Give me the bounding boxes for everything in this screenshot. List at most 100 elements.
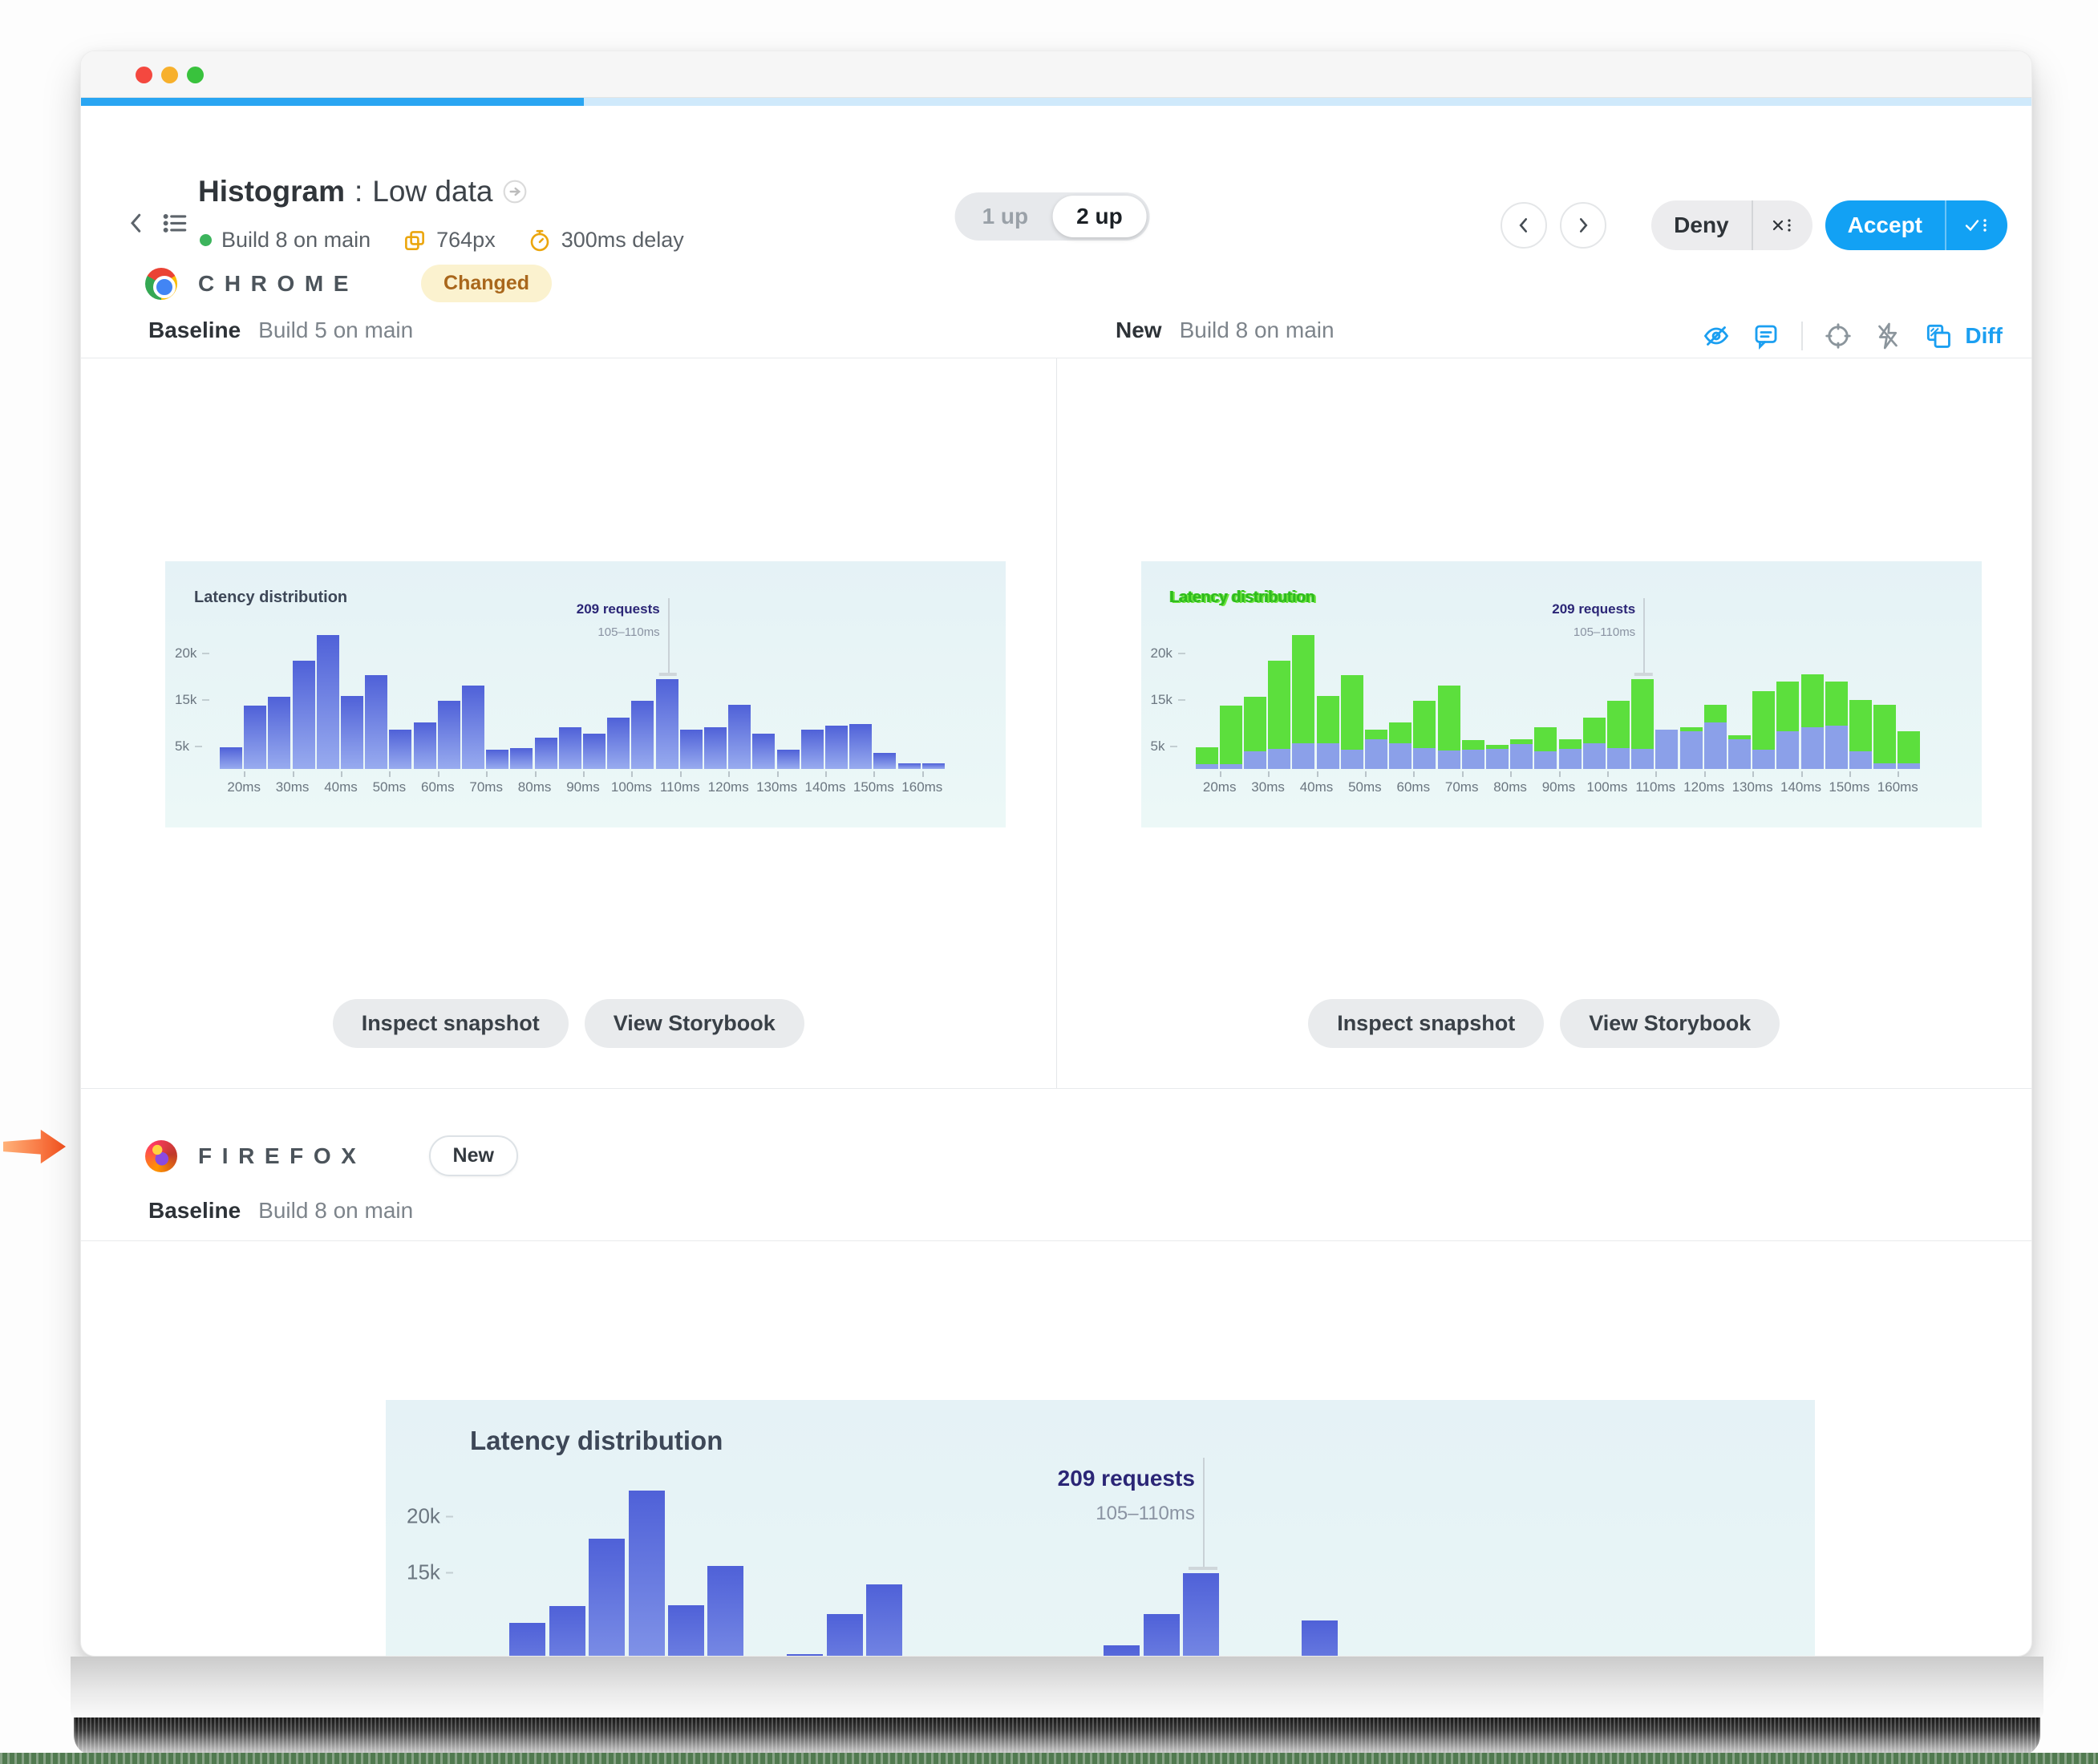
histogram-bar bbox=[1558, 739, 1582, 769]
histogram-bar bbox=[1437, 685, 1460, 769]
accept-batch-menu-button[interactable] bbox=[1946, 200, 2007, 250]
histogram-bar bbox=[728, 704, 751, 769]
x-axis-label: 140ms bbox=[804, 779, 846, 795]
x-axis-tick bbox=[631, 771, 634, 777]
app-window: Histogram : Low data Build 8 on main 764… bbox=[80, 51, 2032, 1657]
x-axis-label: 40ms bbox=[324, 779, 358, 795]
delay-setting[interactable]: 300ms delay bbox=[528, 228, 684, 253]
x-axis-label: 130ms bbox=[756, 779, 798, 795]
x-axis-label: 140ms bbox=[1780, 779, 1822, 795]
annotation-cap bbox=[1188, 1567, 1217, 1571]
page-title: Histogram : Low data bbox=[198, 175, 528, 208]
firefox-baseline-snapshot-image[interactable]: Latency distribution15k20k20ms30ms40ms50… bbox=[386, 1400, 1815, 1656]
diff-toggle-label[interactable]: Diff bbox=[1965, 323, 2003, 348]
minimize-window-button[interactable] bbox=[161, 67, 178, 83]
histogram-bar bbox=[787, 1654, 824, 1656]
previous-change-button[interactable] bbox=[1501, 202, 1548, 249]
annotation-line bbox=[1202, 1458, 1205, 1568]
histogram-bar bbox=[1631, 679, 1655, 769]
histogram-bar bbox=[244, 706, 267, 769]
new-actions: Inspect snapshot View Storybook bbox=[1057, 999, 2032, 1048]
x-axis-tick bbox=[389, 771, 391, 777]
baseline-actions: Inspect snapshot View Storybook bbox=[81, 999, 1056, 1048]
histogram-bar bbox=[1898, 730, 1921, 769]
x-axis-tick bbox=[486, 771, 488, 777]
histogram-bar bbox=[292, 661, 315, 769]
view-storybook-button[interactable]: View Storybook bbox=[584, 999, 804, 1048]
comment-icon[interactable] bbox=[1752, 322, 1780, 350]
x-axis-label: 110ms bbox=[1635, 779, 1676, 795]
histogram-bar bbox=[1510, 739, 1533, 769]
inspect-snapshot-button[interactable]: Inspect snapshot bbox=[332, 999, 569, 1048]
close-window-button[interactable] bbox=[136, 67, 152, 83]
x-axis-tick bbox=[1219, 771, 1221, 777]
back-chevron-icon[interactable] bbox=[124, 208, 148, 236]
histogram-bar bbox=[534, 738, 557, 769]
histogram-bar bbox=[826, 1613, 863, 1656]
x-axis-label: 40ms bbox=[1299, 779, 1334, 795]
histogram-bar bbox=[268, 697, 291, 769]
zoom-window-button[interactable] bbox=[187, 67, 204, 83]
deny-batch-menu-button[interactable] bbox=[1753, 200, 1812, 250]
x-axis-tick bbox=[1703, 771, 1706, 777]
x-axis-label: 90ms bbox=[566, 779, 600, 795]
x-axis-label: 60ms bbox=[1396, 779, 1431, 795]
baseline-snapshot-image[interactable]: Latency distribution 5k 15k 20k 20ms 30ms 40ms… bbox=[165, 561, 1006, 827]
toggle-2up[interactable]: 2 up bbox=[1052, 196, 1147, 237]
histogram-bar bbox=[668, 1604, 704, 1656]
focus-crosshair-icon[interactable] bbox=[1824, 322, 1853, 350]
histogram-bar bbox=[589, 1539, 626, 1656]
x-axis-label: 90ms bbox=[1541, 779, 1576, 795]
histogram-bar bbox=[1727, 735, 1751, 769]
annotation-cap bbox=[658, 673, 677, 677]
histogram-bar bbox=[1340, 675, 1363, 769]
diff-icon[interactable] bbox=[1923, 321, 1954, 351]
firefox-baseline-header: Baseline Build 8 on main bbox=[148, 1198, 414, 1223]
new-snapshot-diff-image[interactable]: Latency distribution 5k 15k 20k 20ms 30ms 40ms… bbox=[1140, 561, 1982, 827]
x-axis-label: 20ms bbox=[1202, 779, 1237, 795]
histogram-bar bbox=[437, 701, 460, 769]
histogram-bar bbox=[607, 718, 630, 769]
accept-button[interactable]: Accept bbox=[1847, 212, 1922, 237]
x-axis-tick bbox=[292, 771, 294, 777]
x-axis-tick bbox=[679, 771, 682, 777]
histogram-bar bbox=[776, 750, 800, 769]
histogram-bar bbox=[1219, 706, 1242, 769]
x-axis-label: 60ms bbox=[421, 779, 455, 795]
x-axis-tick bbox=[1268, 771, 1270, 777]
histogram-bar bbox=[1302, 1620, 1339, 1656]
go-to-story-icon[interactable] bbox=[502, 179, 528, 204]
x-axis-tick bbox=[728, 771, 731, 777]
histogram-bar bbox=[679, 730, 703, 769]
x-axis-label: 120ms bbox=[1683, 779, 1725, 795]
histogram-bar bbox=[1655, 730, 1679, 769]
annotation-line bbox=[667, 598, 670, 674]
deny-button[interactable]: Deny bbox=[1674, 212, 1729, 237]
next-change-button[interactable] bbox=[1560, 202, 1607, 249]
accept-button-group: Accept bbox=[1825, 200, 2007, 250]
x-axis-label: 160ms bbox=[1877, 779, 1918, 795]
x-axis-label: 50ms bbox=[372, 779, 407, 795]
x-axis-label: 80ms bbox=[517, 779, 552, 795]
x-axis-label: 160ms bbox=[901, 779, 943, 795]
flash-off-icon[interactable] bbox=[1873, 322, 1902, 350]
histogram-bar bbox=[1461, 740, 1484, 769]
viewport-size[interactable]: 764px bbox=[403, 228, 496, 253]
annotation-line bbox=[1643, 598, 1646, 674]
toggle-1up[interactable]: 1 up bbox=[982, 204, 1029, 229]
histogram-bar bbox=[558, 727, 581, 769]
x-axis-label: 120ms bbox=[707, 779, 749, 795]
story-list-icon[interactable] bbox=[161, 208, 188, 236]
histogram-bar bbox=[1364, 730, 1387, 769]
screenshot-noise-band bbox=[74, 1717, 2040, 1756]
x-axis-label: 130ms bbox=[1731, 779, 1773, 795]
annotation-label: 209 requests bbox=[1552, 601, 1636, 617]
histogram-bar bbox=[1800, 674, 1824, 769]
view-storybook-button[interactable]: View Storybook bbox=[1560, 999, 1780, 1048]
new-header: New Build 8 on main bbox=[1116, 318, 1335, 342]
y-axis-tick: 15k bbox=[407, 1560, 453, 1585]
histogram-bar bbox=[341, 696, 363, 769]
inspect-snapshot-button[interactable]: Inspect snapshot bbox=[1308, 999, 1545, 1048]
histogram-bar bbox=[549, 1606, 585, 1656]
hide-diff-eye-off-icon[interactable] bbox=[1702, 322, 1731, 350]
